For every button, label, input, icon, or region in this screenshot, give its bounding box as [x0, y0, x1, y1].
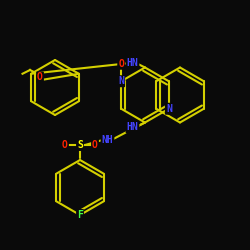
Text: O: O — [37, 72, 43, 83]
Text: HN: HN — [126, 122, 138, 132]
Text: N: N — [118, 76, 124, 86]
Text: N: N — [166, 104, 172, 114]
Text: HN: HN — [126, 58, 138, 68]
Text: O: O — [92, 140, 98, 150]
Text: O: O — [118, 59, 124, 69]
Text: S: S — [77, 140, 83, 150]
Text: O: O — [62, 140, 68, 150]
Text: NH: NH — [102, 135, 114, 145]
Text: F: F — [77, 210, 83, 220]
